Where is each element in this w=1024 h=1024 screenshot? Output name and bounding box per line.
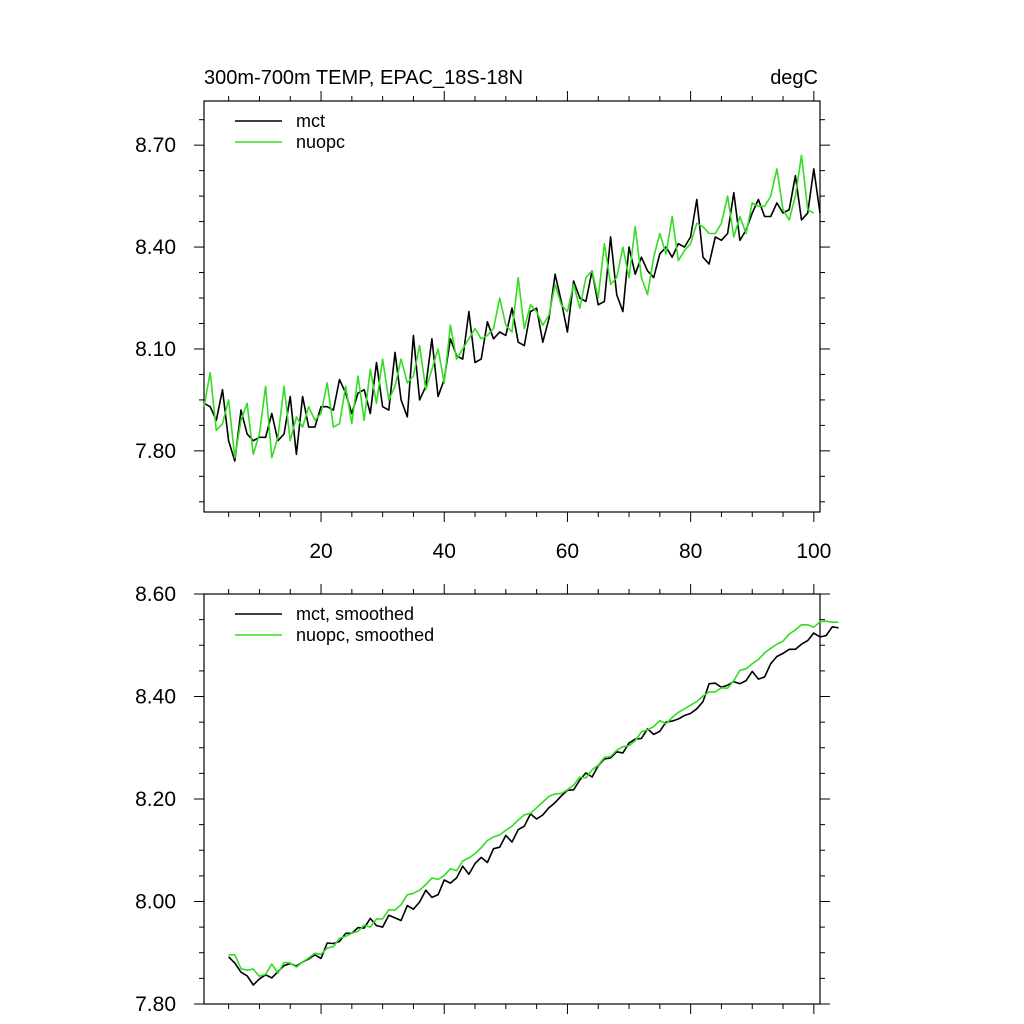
units-label: degC <box>770 67 818 89</box>
y-tick-label: 7.80 <box>135 440 176 463</box>
x-tick-label: 80 <box>679 540 702 563</box>
y-tick-label: 8.00 <box>135 891 176 914</box>
y-tick-label: 8.40 <box>135 686 176 709</box>
y-tick-label: 8.10 <box>135 338 176 361</box>
legend-label: nuopc, smoothed <box>296 625 434 645</box>
x-tick-label: 20 <box>309 540 332 563</box>
chart-title: 300m-700m TEMP, EPAC_18S-18N <box>204 67 523 89</box>
x-tick-label: 100 <box>796 540 831 563</box>
legend-label: mct <box>296 111 325 131</box>
series-line-nuopc <box>203 154 815 459</box>
y-tick-label: 8.60 <box>135 583 176 606</box>
series-line-mct <box>228 625 839 986</box>
x-tick-label: 60 <box>556 540 579 563</box>
bottom-panel: 7.80 8.00 8.20 8.40 8.60 mct, smoothednuopc, … <box>135 583 839 1016</box>
y-tick-label: 7.80 <box>135 993 176 1016</box>
x-tick-label: 40 <box>433 540 456 563</box>
legend-label: nuopc <box>296 132 345 152</box>
legend-label: mct, smoothed <box>296 604 414 624</box>
plot-frame <box>203 100 821 513</box>
y-tick-label: 8.70 <box>135 134 176 157</box>
series-line-nuopc <box>228 620 839 978</box>
y-tick-label: 8.20 <box>135 788 176 811</box>
top-panel: 7.80 8.10 8.40 8.70 20 40 60 80 100 300m-700m TEM… <box>135 67 831 563</box>
series-line-mct <box>203 168 821 462</box>
plot-frame <box>203 593 821 1005</box>
y-tick-label: 8.40 <box>135 236 176 259</box>
